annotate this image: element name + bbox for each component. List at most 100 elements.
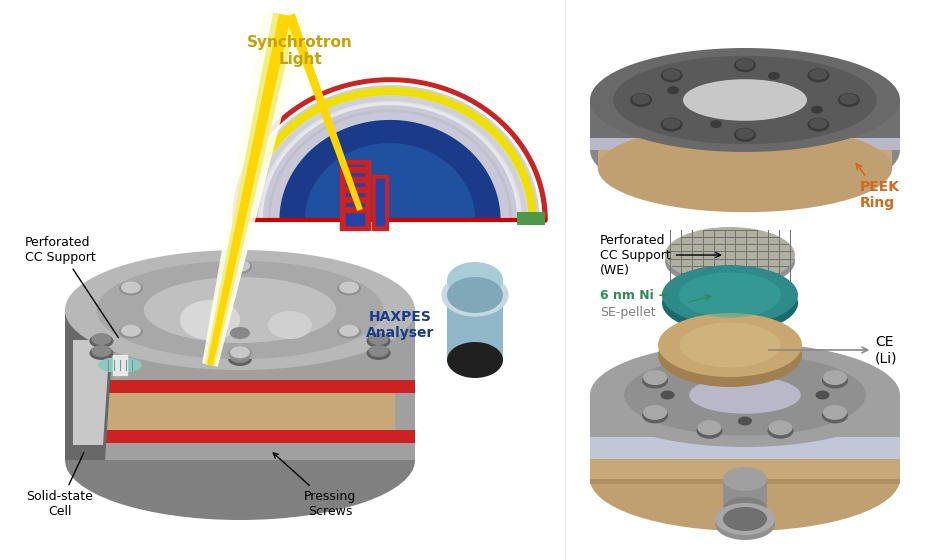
Ellipse shape [65, 400, 415, 520]
Ellipse shape [98, 357, 142, 373]
Ellipse shape [447, 262, 503, 298]
Ellipse shape [228, 346, 252, 360]
Bar [376, 179, 384, 225]
Ellipse shape [683, 79, 807, 121]
Ellipse shape [119, 282, 142, 296]
Polygon shape [723, 479, 767, 509]
Ellipse shape [809, 118, 828, 129]
Ellipse shape [662, 69, 681, 80]
Polygon shape [247, 91, 533, 220]
Ellipse shape [268, 311, 312, 339]
Ellipse shape [769, 355, 793, 370]
Polygon shape [517, 212, 545, 225]
Ellipse shape [816, 390, 830, 399]
Ellipse shape [734, 58, 756, 72]
Ellipse shape [689, 376, 801, 414]
Ellipse shape [809, 69, 828, 80]
Ellipse shape [366, 334, 390, 348]
Ellipse shape [368, 333, 388, 345]
Text: SE-pellet: SE-pellet [600, 306, 656, 319]
Ellipse shape [90, 346, 114, 360]
Ellipse shape [180, 300, 240, 340]
Ellipse shape [665, 233, 795, 289]
Ellipse shape [339, 282, 359, 293]
Ellipse shape [738, 365, 752, 374]
Ellipse shape [96, 261, 384, 359]
Bar [342, 207, 368, 212]
Polygon shape [590, 459, 900, 479]
Ellipse shape [90, 334, 114, 348]
Polygon shape [65, 430, 415, 443]
Polygon shape [65, 380, 415, 393]
Polygon shape [590, 138, 900, 150]
Bar [346, 165, 364, 225]
Bar [342, 187, 368, 192]
Ellipse shape [624, 354, 866, 436]
Ellipse shape [723, 467, 767, 491]
Ellipse shape [119, 325, 142, 339]
Polygon shape [262, 104, 519, 220]
Ellipse shape [679, 273, 781, 318]
Ellipse shape [339, 325, 359, 337]
Ellipse shape [337, 325, 361, 339]
Polygon shape [598, 150, 893, 168]
Ellipse shape [840, 94, 857, 105]
Ellipse shape [660, 390, 674, 399]
Ellipse shape [723, 497, 767, 521]
Polygon shape [590, 474, 900, 484]
Ellipse shape [697, 423, 722, 438]
Ellipse shape [723, 507, 767, 531]
Text: Synchrotron
Light: Synchrotron Light [247, 35, 352, 67]
Ellipse shape [65, 250, 415, 370]
Polygon shape [65, 310, 80, 460]
Ellipse shape [366, 346, 390, 360]
Polygon shape [207, 14, 290, 366]
Ellipse shape [660, 68, 683, 82]
Polygon shape [285, 13, 363, 211]
Text: Solid-state
Cell: Solid-state Cell [27, 452, 93, 518]
Polygon shape [590, 395, 900, 437]
Ellipse shape [715, 503, 775, 535]
Polygon shape [447, 280, 503, 360]
Bar [342, 167, 368, 172]
Polygon shape [65, 310, 115, 460]
Ellipse shape [662, 118, 681, 129]
Ellipse shape [665, 227, 795, 283]
Ellipse shape [667, 86, 679, 94]
Ellipse shape [121, 325, 141, 337]
Ellipse shape [808, 118, 830, 132]
Ellipse shape [630, 93, 652, 107]
Ellipse shape [590, 343, 900, 447]
Ellipse shape [590, 427, 900, 531]
Ellipse shape [769, 420, 793, 435]
Ellipse shape [230, 346, 250, 358]
Ellipse shape [715, 508, 775, 540]
Ellipse shape [697, 420, 722, 435]
Polygon shape [65, 310, 415, 460]
Ellipse shape [441, 273, 509, 316]
Ellipse shape [642, 408, 668, 423]
Bar [340, 160, 370, 230]
Ellipse shape [823, 370, 847, 385]
Ellipse shape [697, 355, 722, 370]
Text: Perforated
CC Support
(WE): Perforated CC Support (WE) [600, 234, 721, 277]
Ellipse shape [632, 94, 650, 105]
Polygon shape [281, 122, 499, 220]
Ellipse shape [447, 277, 503, 313]
Text: PEEK
Ring: PEEK Ring [857, 164, 900, 210]
Ellipse shape [822, 408, 848, 423]
Ellipse shape [680, 323, 781, 367]
Ellipse shape [613, 56, 877, 144]
Ellipse shape [92, 345, 111, 357]
Ellipse shape [228, 352, 252, 366]
Ellipse shape [121, 282, 141, 293]
Polygon shape [85, 393, 395, 430]
Polygon shape [590, 100, 900, 150]
Ellipse shape [736, 59, 754, 69]
Ellipse shape [228, 328, 252, 342]
Ellipse shape [368, 345, 388, 357]
Ellipse shape [643, 370, 667, 385]
Bar [113, 355, 127, 375]
Ellipse shape [598, 124, 893, 212]
Text: CE
(Li): CE (Li) [769, 335, 897, 365]
